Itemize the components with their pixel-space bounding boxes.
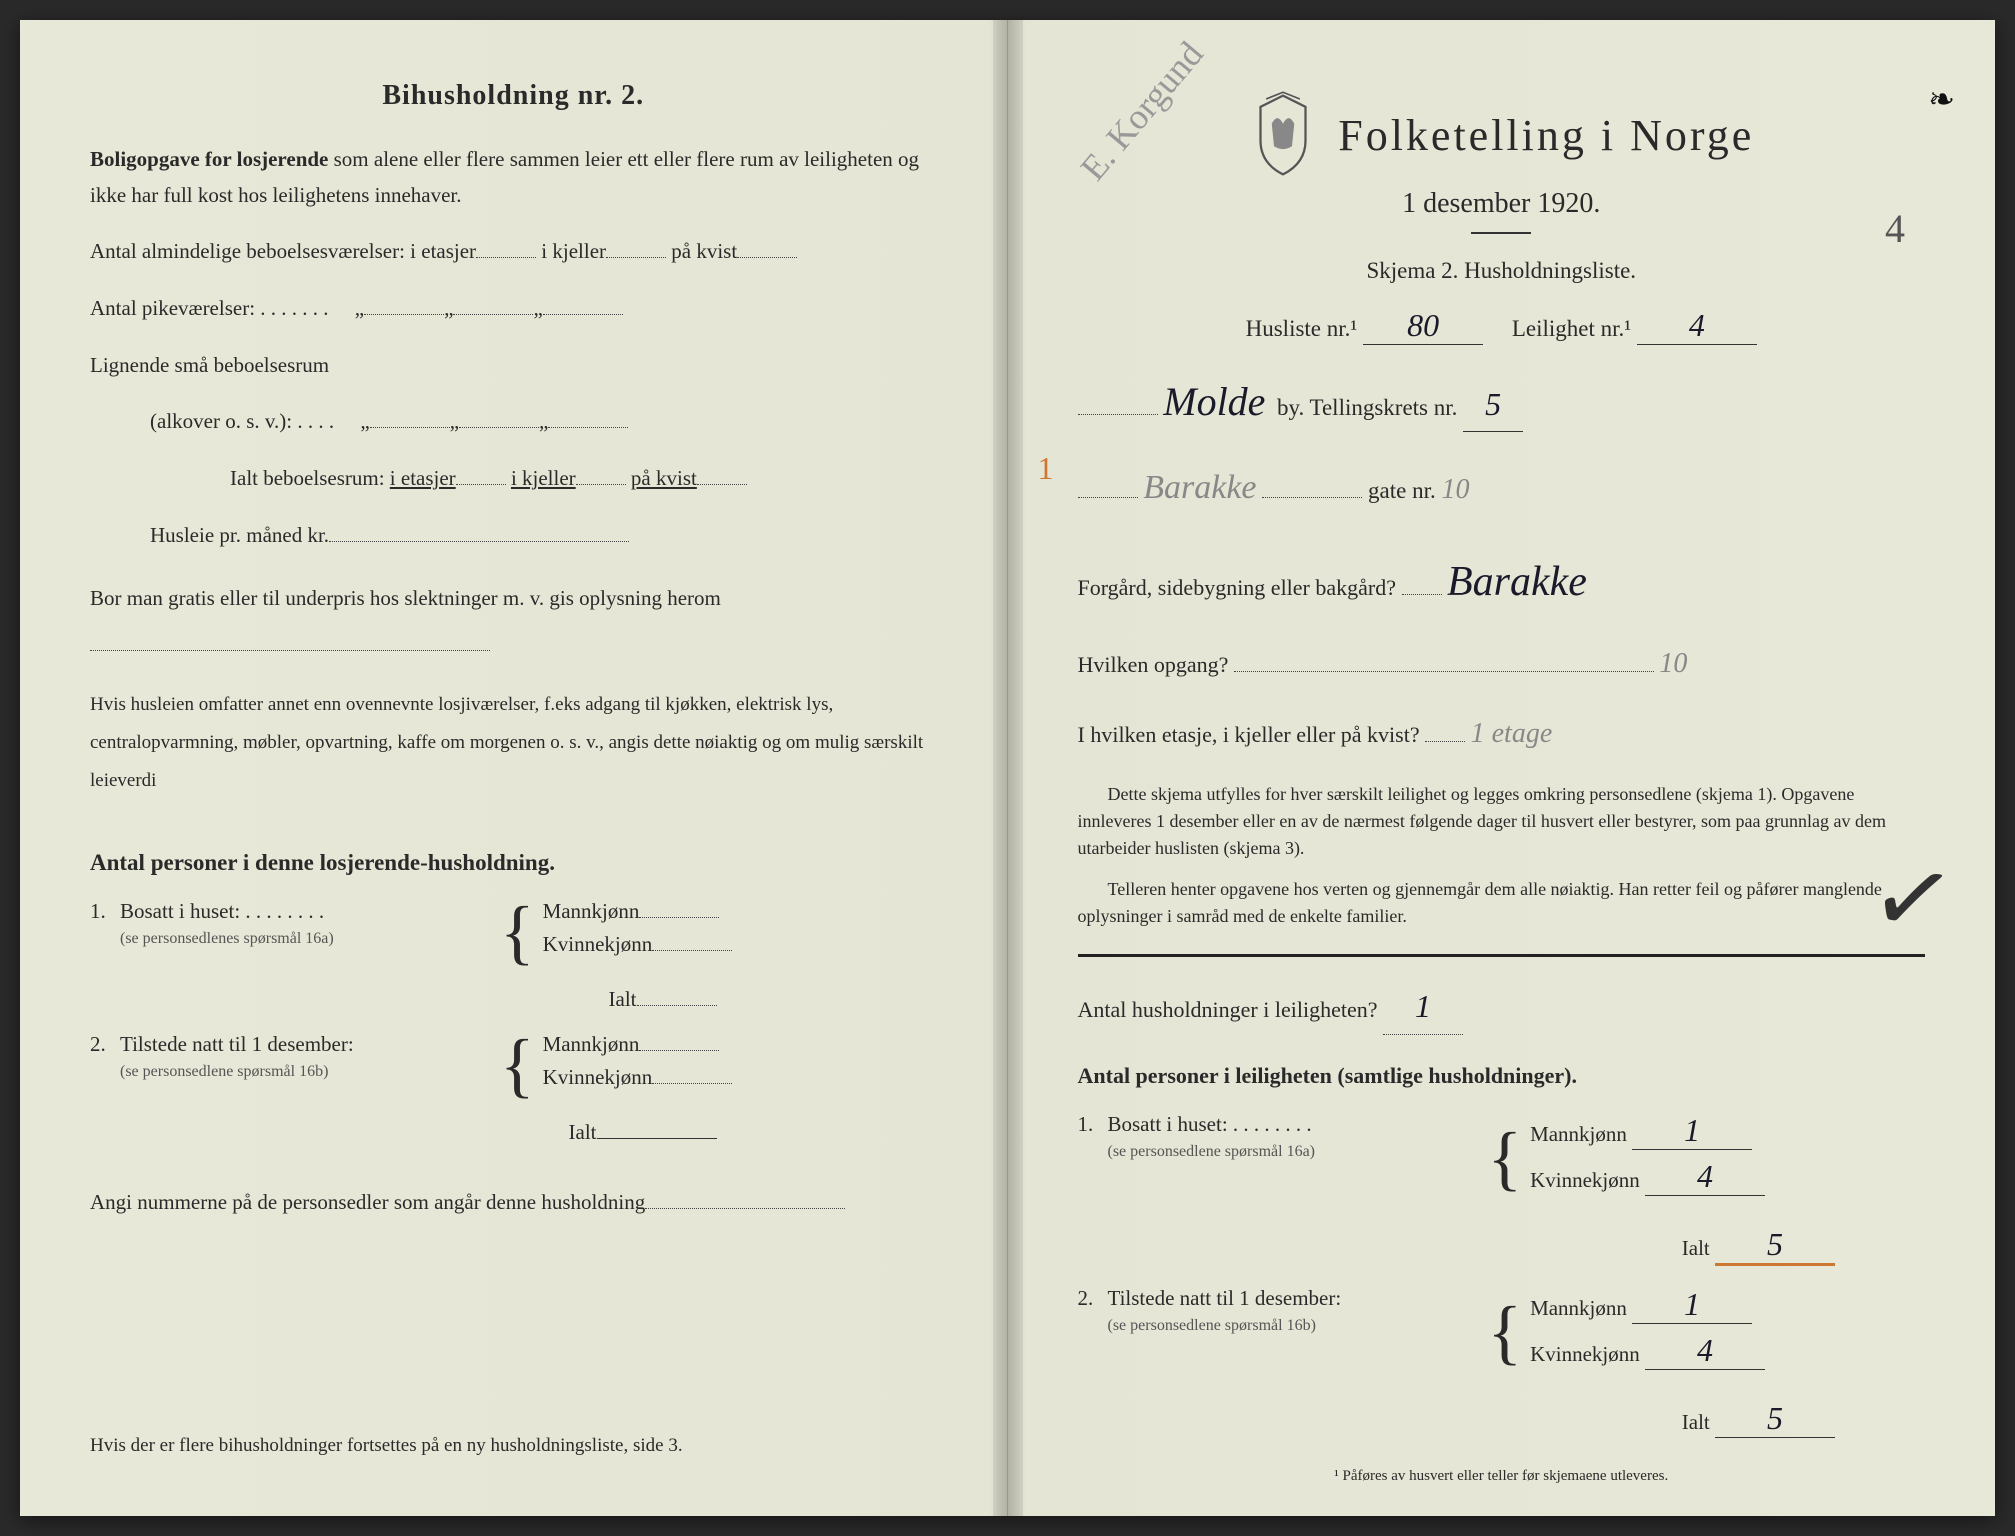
ink-blot: ❧ [1928, 80, 1955, 118]
intro-bold: Boligopgave for losjerende [90, 147, 328, 171]
hvis-paragraph: Hvis husleien omfatter annet enn ovennev… [90, 686, 937, 800]
orange-annotation: 1 [1038, 450, 1054, 487]
leilighet-value: 4 [1637, 307, 1757, 345]
rent-line: Husleie pr. måned kr. [150, 518, 937, 554]
instructions-2: Telleren henter opgavene hos verten og g… [1078, 876, 1926, 930]
left-q1-ialt: Ialt [90, 987, 937, 1012]
q2-kvinne-value: 4 [1645, 1332, 1765, 1370]
q1-mann-value: 1 [1632, 1112, 1752, 1150]
gate-line: Barakke gate nr. 10 [1078, 459, 1926, 517]
brace-icon: { [1488, 1128, 1523, 1188]
brace-icon: { [500, 1035, 535, 1095]
forgard-line: Forgård, sidebygning eller bakgård? Bara… [1078, 547, 1926, 618]
coat-of-arms-icon [1248, 90, 1318, 180]
q2-mann-value: 1 [1632, 1286, 1752, 1324]
brace-icon: { [1488, 1302, 1523, 1362]
rooms-line: Antal almindelige beboelsesværelser: i e… [90, 234, 937, 270]
right-q1-ialt: Ialt 5 [1078, 1226, 1926, 1266]
title-row: Folketelling i Norge [1078, 90, 1926, 180]
total-rooms-line: Ialt beboelsesrum: i etasjer i kjeller p… [230, 461, 937, 497]
left-page: Bihusholdning nr. 2. Boligopgave for los… [20, 20, 1008, 1516]
angi-line: Angi nummerne på de personsedler som ang… [90, 1185, 937, 1221]
subtitle: 1 desember 1920. [1078, 188, 1926, 220]
krets-value: 5 [1463, 377, 1523, 432]
husliste-line: Husliste nr.¹ 80 Leilighet nr.¹ 4 [1078, 307, 1926, 345]
etasje-line: I hvilken etasje, i kjeller eller på kvi… [1078, 710, 1926, 758]
by-line: Molde by. Tellingskrets nr. 5 [1078, 368, 1926, 436]
instructions-1: Dette skjema utfylles for hver særskilt … [1078, 781, 1926, 862]
opgang-value: 10 [1659, 648, 1687, 679]
intro-paragraph: Boligopgave for losjerende som alene ell… [90, 142, 937, 213]
right-page: E. Korgund ❧ Folketelling i Norge 1 dese… [1008, 20, 1996, 1516]
left-title: Bihusholdning nr. 2. [90, 80, 937, 112]
census-document: Bihusholdning nr. 2. Boligopgave for los… [20, 20, 1995, 1516]
right-q1-row: 1. Bosatt i huset: . . . . . . . . (se p… [1078, 1112, 1926, 1204]
left-q2-ialt: Ialt [90, 1120, 937, 1145]
antal-hush-line: Antal husholdninger i leiligheten? 1 [1078, 979, 1926, 1034]
q1-kvinne-value: 4 [1645, 1158, 1765, 1196]
section2-title: Antal personer i denne losjerende-hushol… [90, 850, 937, 876]
q2-ialt-value: 5 [1715, 1400, 1835, 1438]
right-q2-row: 2. Tilstede natt til 1 desember: (se per… [1078, 1286, 1926, 1378]
skjema-line: Skjema 2. Husholdningsliste. [1078, 258, 1926, 284]
right-q2-ialt: Ialt 5 [1078, 1400, 1926, 1438]
left-q2-row: 2. Tilstede natt til 1 desember: (se per… [90, 1032, 937, 1098]
similar-rooms-1: Lignende små beboelsesrum [90, 348, 937, 384]
footnote: ¹ Påføres av husvert eller teller før sk… [1078, 1468, 1926, 1485]
annotation-4: 4 [1885, 205, 1905, 252]
q1-ialt-value: 5 [1715, 1226, 1835, 1266]
forgard-value: Barakke [1447, 559, 1587, 605]
by-value: Molde [1163, 379, 1265, 424]
left-q1-row: 1. Bosatt i huset: . . . . . . . . (se p… [90, 899, 937, 965]
etasje-value: 1 etage [1471, 718, 1553, 749]
opgang-line: Hvilken opgang? 10 [1078, 640, 1926, 688]
antal-pers-title: Antal personer i leiligheten (samtlige h… [1078, 1057, 1926, 1094]
gate-value: Barakke [1143, 469, 1256, 506]
maid-rooms-line: Antal pikeværelser: . . . . . . . „„„ [90, 291, 937, 327]
title-rule [1471, 232, 1531, 234]
main-title: Folketelling i Norge [1338, 110, 1754, 161]
husliste-value: 80 [1363, 307, 1483, 345]
gatenr-value: 10 [1441, 474, 1469, 505]
similar-rooms-2: (alkover o. s. v.): . . . . „„„ [150, 404, 937, 440]
gratis-line: Bor man gratis eller til underpris hos s… [90, 575, 937, 667]
divider [1078, 954, 1926, 957]
left-bottom-note: Hvis der er flere bihusholdninger fortse… [90, 1435, 937, 1457]
brace-icon: { [500, 902, 535, 962]
antal-hush-value: 1 [1383, 979, 1463, 1034]
